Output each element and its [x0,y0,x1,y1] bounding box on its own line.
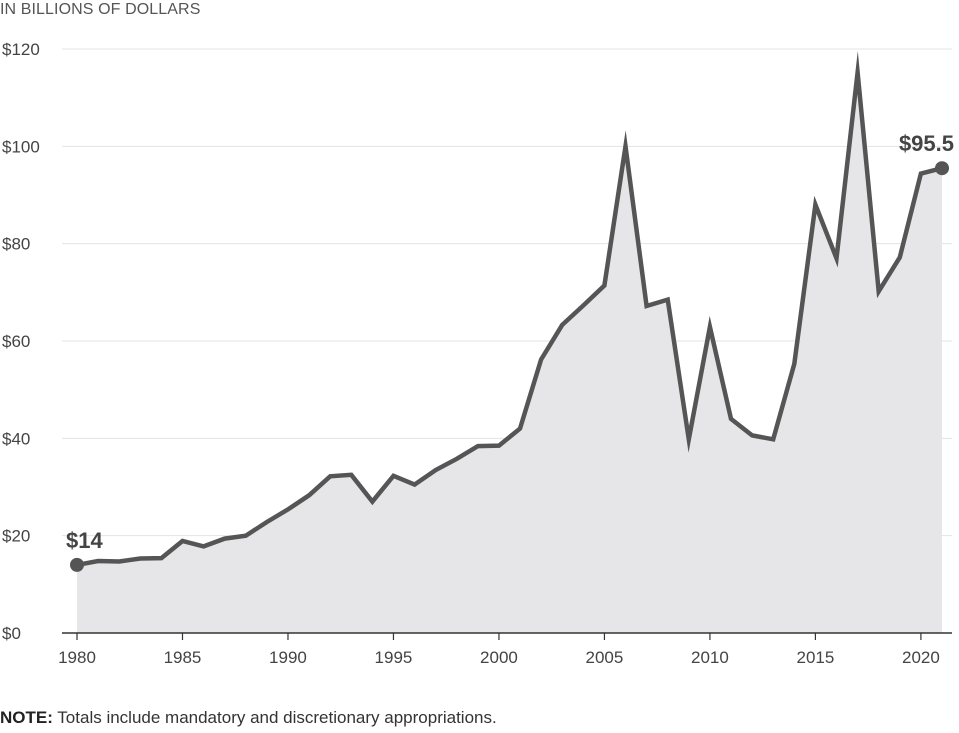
data-point-marker [935,161,949,176]
x-tick-label: 2015 [797,648,835,667]
area-fill [77,72,942,633]
footnote: NOTE: Totals include mandatory and discr… [0,708,497,728]
x-tick-label: 1985 [164,648,202,667]
unit-label: IN BILLIONS OF DOLLARS [0,1,201,18]
x-tick-label: 2010 [691,648,729,667]
chart: $0 $20 $40 $60 $80 $100 $120 1980 1985 1990 1995 2… [2,40,954,667]
y-tick-label: $120 [2,40,40,59]
y-tick-label: $20 [2,527,30,546]
data-label: $95.5 [899,131,954,156]
x-tick-label: 1990 [269,648,307,667]
x-tick-label: 1980 [58,648,96,667]
data-point-marker [70,557,84,572]
y-tick-label: $60 [2,332,30,351]
annotations: $14 $95.5 [66,131,954,553]
y-tick-label: $100 [2,137,40,156]
y-axis-ticks: $0 $20 $40 $60 $80 $100 $120 [2,40,40,643]
x-tick-label: 2005 [586,648,624,667]
y-tick-label: $80 [2,235,30,254]
data-label: $14 [66,528,103,553]
x-tick-label: 2020 [902,648,940,667]
x-tick-label: 2000 [480,648,518,667]
series-line [76,50,943,568]
end-points [70,161,949,572]
y-tick-label: $0 [2,624,21,643]
y-tick-label: $40 [2,429,30,448]
note-text: Totals include mandatory and discretiona… [52,708,497,727]
x-tick-label: 1995 [375,648,413,667]
x-axis-ticks: 1980 1985 1990 1995 2000 2005 2010 2015 2020 [58,633,940,667]
note-label: NOTE: [0,708,53,727]
